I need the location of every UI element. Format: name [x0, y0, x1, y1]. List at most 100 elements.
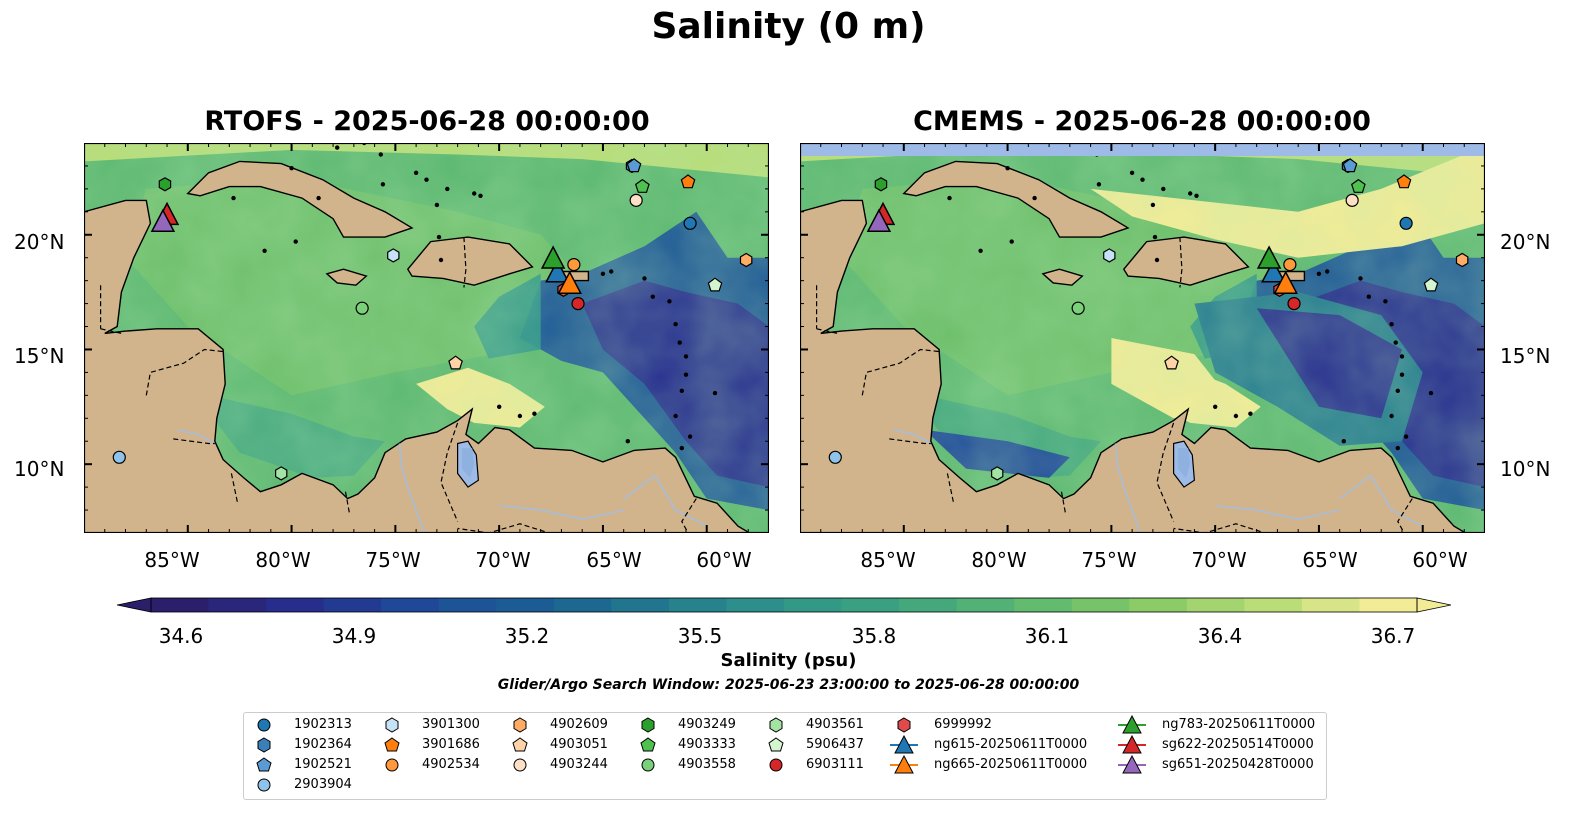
- argo-float-6903111: [1287, 296, 1301, 311]
- colorbar-segment: [1014, 598, 1073, 612]
- country-border: [946, 473, 955, 504]
- country-border: [463, 237, 467, 288]
- lon-tick-label: 85°W: [860, 548, 916, 572]
- legend-label: 4902609: [550, 717, 608, 732]
- legend-label: 4903244: [550, 757, 608, 772]
- island: [1358, 276, 1363, 281]
- island: [1383, 299, 1388, 304]
- circle-marker-icon: [385, 758, 399, 772]
- island: [472, 191, 477, 196]
- triangle-marker-icon: [1118, 715, 1146, 734]
- pentagon-marker-icon: [384, 737, 400, 752]
- river: [1339, 474, 1424, 527]
- island: [712, 390, 718, 396]
- island: [445, 186, 450, 192]
- island: [1150, 202, 1156, 208]
- glider-ng665-20250611T0000: [557, 270, 582, 294]
- island: [1032, 195, 1037, 201]
- pentagon-marker-icon: [768, 737, 784, 752]
- argo-float-4902534: [1283, 257, 1297, 272]
- colorbar-segment: [1186, 598, 1245, 612]
- argo-float-3901300: [1103, 248, 1116, 263]
- island: [609, 269, 614, 274]
- argo-float-4903558: [355, 301, 369, 315]
- island: [1140, 177, 1145, 182]
- hispaniola-island: [1122, 236, 1250, 286]
- colorbar-segment: [956, 598, 1015, 612]
- lat-tick-label: 15°N: [1500, 344, 1551, 368]
- lake-maracaibo: [1177, 448, 1191, 478]
- argo-float-3901686: [680, 174, 696, 189]
- country-border: [344, 491, 351, 515]
- cmems-panel-title: CMEMS - 2025-06-28 00:00:00: [913, 106, 1371, 137]
- island: [262, 248, 267, 253]
- island: [289, 166, 294, 171]
- island: [1194, 193, 1199, 198]
- legend-label: 6999992: [934, 717, 992, 732]
- island: [1395, 388, 1400, 393]
- legend-label: 4903051: [550, 737, 608, 752]
- argo-float-2903904: [112, 450, 126, 464]
- triangle-marker-icon: [1118, 735, 1146, 754]
- search-window-note: Glider/Argo Search Window: 2025-06-23 23…: [497, 677, 1080, 693]
- island: [293, 239, 298, 244]
- glider-sg651-20250428T0000: [866, 208, 892, 233]
- island: [517, 413, 523, 419]
- glider-sg651-20250428T0000: [150, 208, 176, 233]
- rtofs-salinity-map: [84, 143, 769, 533]
- country-border: [1156, 422, 1175, 522]
- country-border: [861, 348, 942, 396]
- legend-label: 3901686: [422, 737, 480, 752]
- lat-tick-label: 15°N: [14, 344, 65, 368]
- pentagon-marker-icon: [640, 737, 656, 752]
- island: [1393, 340, 1398, 345]
- lat-tick-label: 10°N: [14, 457, 65, 481]
- salinity-colorbar: [117, 597, 1451, 613]
- island: [316, 195, 321, 201]
- lon-tick-label: 60°W: [1412, 548, 1468, 572]
- lon-tick-label: 65°W: [1302, 548, 1358, 572]
- legend-label: 4903561: [806, 717, 864, 732]
- argo-float-5906437: [1423, 277, 1439, 292]
- hexagon-marker-icon: [641, 717, 655, 733]
- colorbar-segment: [841, 598, 900, 612]
- island: [1316, 271, 1322, 276]
- lon-tick-label: 75°W: [365, 548, 421, 572]
- lake-maracaibo: [461, 448, 475, 478]
- circle-marker-icon: [257, 778, 271, 792]
- country-border: [1397, 498, 1413, 533]
- colorbar-segment: [668, 598, 727, 612]
- hexagon-marker-icon: [897, 717, 911, 733]
- hexagon-marker-icon: [257, 737, 271, 753]
- argo-float-4903051: [1164, 355, 1179, 370]
- lon-tick-label: 85°W: [144, 548, 200, 572]
- island: [424, 177, 429, 182]
- colorbar-segment: [1129, 598, 1188, 612]
- island: [650, 294, 655, 299]
- figure-title: Salinity (0 m): [651, 6, 926, 47]
- island: [947, 195, 952, 201]
- island: [1389, 322, 1394, 327]
- colorbar-segment: [381, 598, 440, 612]
- circle-marker-icon: [513, 758, 527, 772]
- colorbar-tick-label: 36.1: [1024, 624, 1070, 648]
- legend-label: ng615-20250611T0000: [934, 737, 1088, 752]
- legend-label: 4902534: [422, 757, 480, 772]
- island: [683, 354, 689, 359]
- island: [1005, 166, 1010, 171]
- argo-float-1902521: [1342, 158, 1358, 173]
- colorbar-max-extension: [1416, 597, 1451, 613]
- legend: 1902313 1902364 1902521 2903904 3901300 …: [243, 712, 1327, 800]
- island: [413, 170, 419, 175]
- river: [499, 504, 624, 521]
- colorbar-segment: [496, 598, 555, 612]
- jamaica-island: [1041, 268, 1084, 286]
- island: [1366, 294, 1371, 299]
- argo-float-3901300: [387, 248, 400, 263]
- legend-label: 1902364: [294, 737, 352, 752]
- country-border: [100, 328, 122, 334]
- hexagon-marker-icon: [513, 717, 527, 733]
- island: [478, 193, 483, 198]
- legend-label: 3901300: [422, 717, 480, 732]
- island: [673, 413, 678, 419]
